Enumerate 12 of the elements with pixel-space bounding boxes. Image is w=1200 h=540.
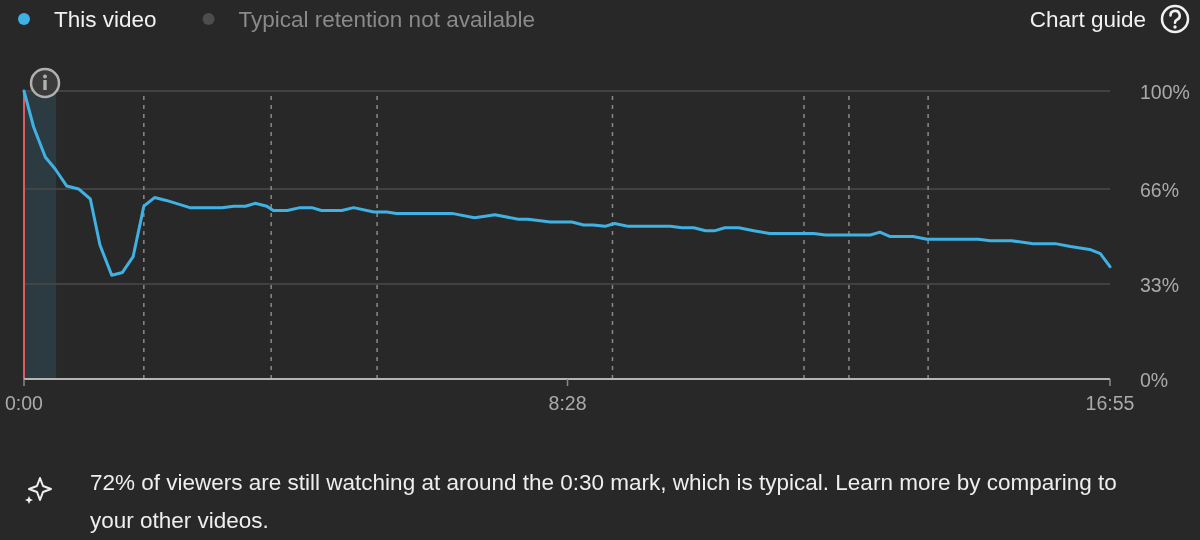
- y-tick-label: 0%: [1140, 369, 1169, 391]
- x-tick-label: 8:28: [548, 392, 587, 414]
- legend-label: Typical retention not available: [238, 6, 535, 32]
- text: Chart guide: [1029, 6, 1146, 32]
- y-tick-label: 100%: [1140, 81, 1190, 103]
- line-series: [22, 89, 1112, 277]
- y-tick-label: 33%: [1140, 273, 1180, 296]
- x-tick-label: 16:55: [1085, 392, 1135, 414]
- x-tick-label: 0:00: [5, 392, 44, 414]
- y-tick-label: 66%: [1140, 178, 1180, 201]
- text: 72% of viewers are still watching at around the 0:30 mark, which is typical. Learn more by comparing to your other videos.: [90, 469, 1117, 533]
- legend-label: This video: [54, 6, 157, 32]
